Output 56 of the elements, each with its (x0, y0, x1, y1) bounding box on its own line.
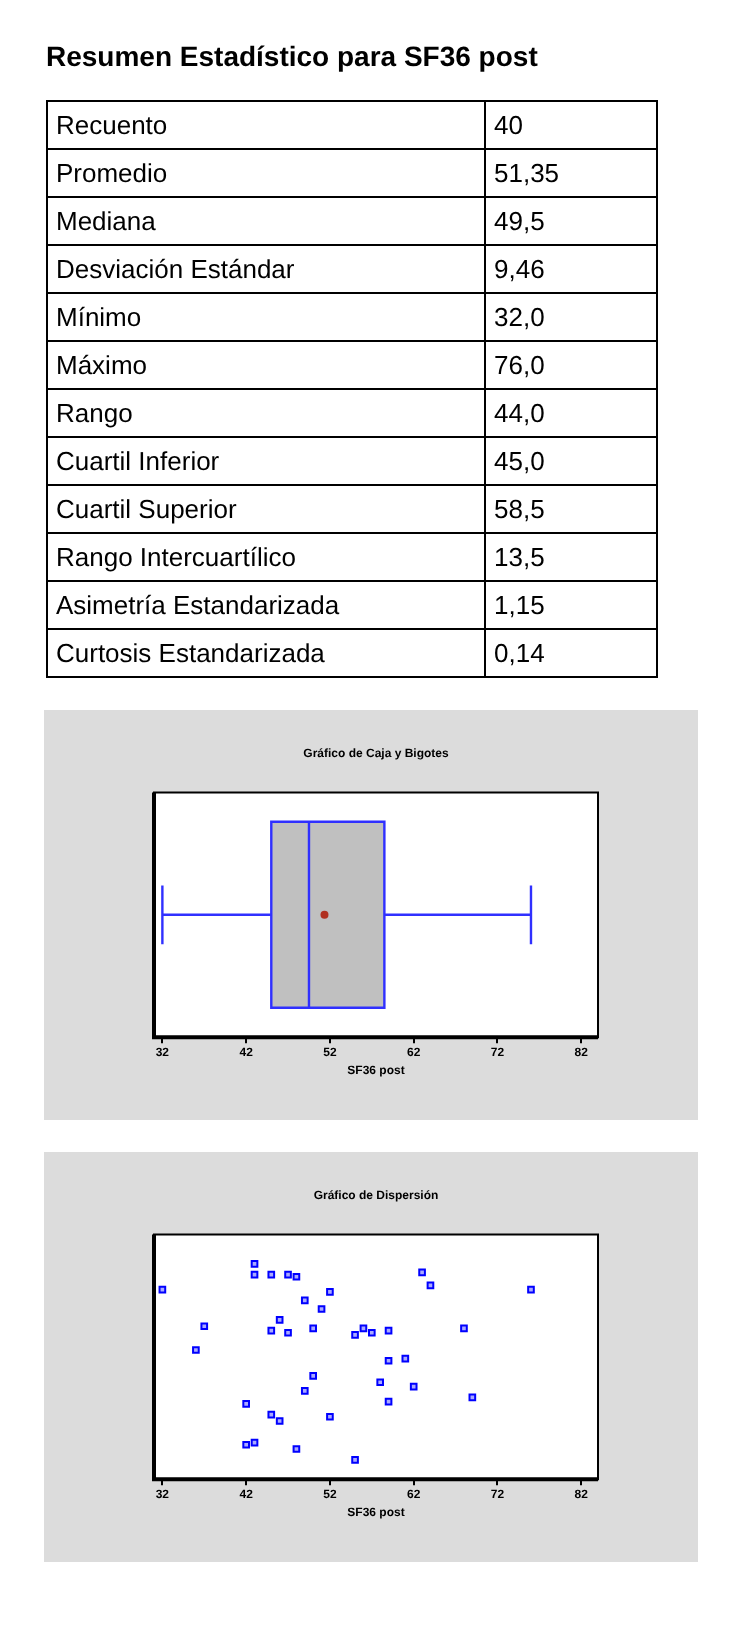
point (250, 1259, 259, 1268)
point (527, 1285, 535, 1294)
text: Mínimo (47, 293, 485, 341)
text: Curtosis Estandarizada (47, 629, 485, 677)
text: 51,35 (485, 149, 657, 197)
point (376, 1378, 385, 1387)
point (275, 1315, 284, 1324)
text: 32,0 (485, 293, 657, 341)
text: 58,5 (485, 485, 657, 533)
point (384, 1356, 393, 1365)
text: 13,5 (485, 533, 657, 581)
text: Resumen Estadístico para SF36 post (46, 40, 540, 72)
point (317, 1305, 326, 1313)
text: Rango Intercuartílico (47, 533, 485, 581)
text: 76,0 (485, 341, 657, 389)
text: 49,5 (485, 197, 657, 245)
point (267, 1410, 276, 1419)
point (284, 1328, 292, 1337)
point (300, 1387, 309, 1395)
text: Máximo (47, 341, 485, 389)
point (200, 1322, 209, 1331)
point (267, 1270, 276, 1279)
text: Desviación Estándar (47, 245, 485, 293)
point (242, 1399, 250, 1408)
point (300, 1296, 309, 1305)
point (284, 1270, 292, 1279)
point (418, 1268, 426, 1277)
text: Promedio (47, 149, 485, 197)
text: 45,0 (485, 437, 657, 485)
point (309, 1324, 317, 1333)
text: 9,46 (485, 245, 657, 293)
point (367, 1328, 376, 1337)
point (460, 1324, 468, 1333)
text: Recuento (47, 101, 485, 149)
text: Cuartil Superior (47, 485, 485, 533)
text: 1,15 (485, 581, 657, 629)
point (326, 1412, 334, 1421)
point (309, 1371, 317, 1380)
text: Rango (47, 389, 485, 437)
text: 44,0 (485, 389, 657, 437)
point (292, 1272, 301, 1281)
point (401, 1354, 410, 1363)
point (292, 1445, 301, 1453)
point (275, 1417, 284, 1425)
point (242, 1440, 250, 1449)
text: Asimetría Estandarizada (47, 581, 485, 629)
text: 0,14 (485, 629, 657, 677)
text: 40 (485, 101, 657, 149)
point (351, 1455, 359, 1464)
point (192, 1346, 200, 1354)
point (351, 1331, 359, 1339)
point (409, 1382, 418, 1391)
text: Cuartil Inferior (47, 437, 485, 485)
point (267, 1326, 276, 1335)
text: Mediana (47, 197, 485, 245)
point (326, 1287, 334, 1296)
